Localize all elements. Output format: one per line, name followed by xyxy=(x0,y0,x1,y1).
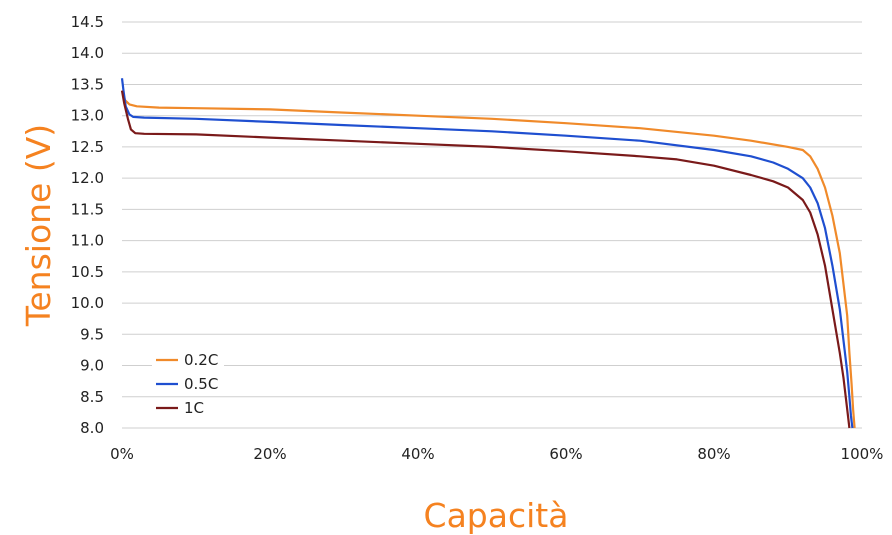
legend-background xyxy=(152,398,224,418)
legend-background xyxy=(152,350,224,370)
grid-lines xyxy=(122,21,862,429)
series-line-1C xyxy=(120,90,851,429)
y-tick-label: 14.0 xyxy=(71,44,104,62)
y-tick-label: 14.5 xyxy=(71,13,104,31)
y-tick-label: 9.5 xyxy=(80,325,104,343)
x-tick-label: 20% xyxy=(253,445,286,463)
x-tick-label: 40% xyxy=(401,445,434,463)
series-line-0.2C xyxy=(120,90,856,429)
legend-label: 0.2C xyxy=(184,351,218,369)
y-axis-tick-labels: 8.0 8.5 9.0 9.5 10.0 10.5 11.0 11.5 12.0 12.5 13.0… xyxy=(71,13,104,437)
y-tick-label: 12.0 xyxy=(71,169,104,187)
y-tick-label: 10.5 xyxy=(71,263,104,281)
legend-background xyxy=(152,374,224,394)
y-tick-label: 13.0 xyxy=(71,107,104,125)
y-tick-label: 8.0 xyxy=(80,419,104,437)
legend-label: 1C xyxy=(184,399,204,417)
x-tick-label: 0% xyxy=(110,445,134,463)
x-axis-tick-labels: 0% 20% 40% 60% 80% 100% xyxy=(110,445,883,463)
legend: 0.2C 0.5C 1C xyxy=(152,350,224,418)
y-tick-label: 13.5 xyxy=(71,75,104,93)
y-tick-label: 11.5 xyxy=(71,200,104,218)
y-tick-label: 11.0 xyxy=(71,232,104,250)
x-axis-title: Capacità xyxy=(424,496,569,535)
y-tick-label: 10.0 xyxy=(71,294,104,312)
series-lines xyxy=(120,78,856,429)
y-tick-label: 9.0 xyxy=(80,357,104,375)
legend-label: 0.5C xyxy=(184,375,218,393)
y-tick-label: 8.5 xyxy=(80,388,104,406)
series-line-0.5C xyxy=(120,78,854,429)
x-tick-label: 100% xyxy=(841,445,884,463)
y-axis-title: Tensione (V) xyxy=(19,124,58,327)
x-tick-label: 60% xyxy=(549,445,582,463)
y-tick-label: 12.5 xyxy=(71,138,104,156)
x-tick-label: 80% xyxy=(697,445,730,463)
